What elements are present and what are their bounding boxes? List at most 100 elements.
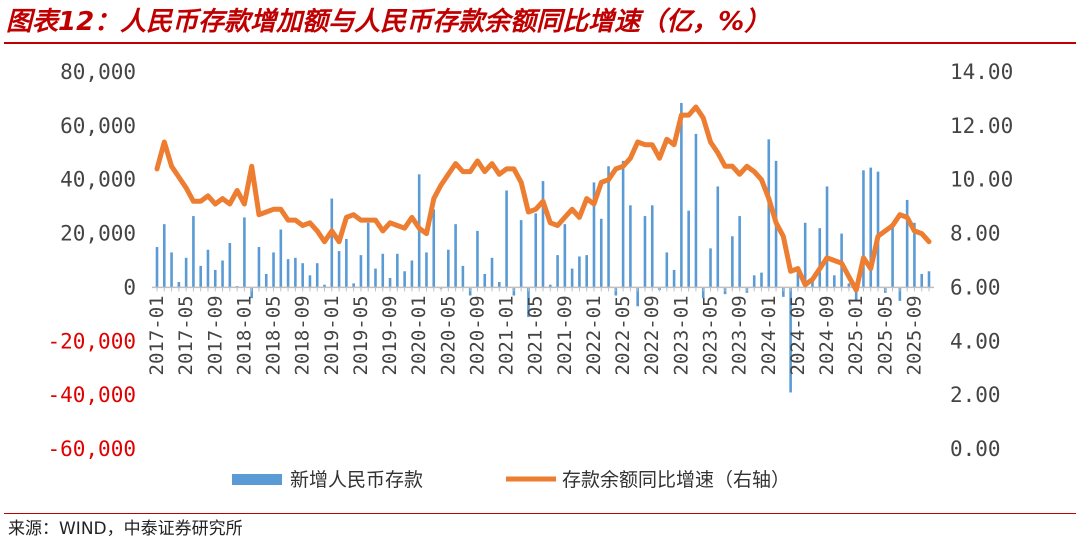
deposit-bar bbox=[665, 252, 669, 288]
deposit-bar bbox=[272, 252, 275, 288]
x-axis-label: 2018-05 bbox=[263, 295, 285, 375]
deposit-bar bbox=[461, 265, 465, 288]
right-axis-tick-label: 8.00 bbox=[950, 222, 1001, 246]
right-axis-tick-label: 6.00 bbox=[950, 275, 1001, 299]
x-axis-label: 2025-01 bbox=[845, 295, 867, 375]
x-axis-label: 2023-09 bbox=[729, 295, 751, 375]
x-axis-label: 2024-09 bbox=[816, 295, 838, 375]
deposit-bar bbox=[563, 224, 567, 288]
deposit-bar bbox=[527, 287, 530, 318]
right-axis-tick-label: 10.00 bbox=[950, 168, 1013, 192]
deposit-bar bbox=[621, 160, 625, 288]
deposit-bar bbox=[498, 282, 501, 288]
deposit-bar bbox=[629, 205, 632, 288]
deposit-bar bbox=[811, 279, 814, 288]
x-axis-label: 2025-05 bbox=[874, 295, 896, 375]
deposit-bar bbox=[862, 170, 865, 288]
x-axis-label: 2021-09 bbox=[554, 295, 576, 375]
legend-bar-label: 新增人民币存款 bbox=[290, 469, 423, 491]
deposit-bar bbox=[155, 247, 159, 288]
deposit-bar bbox=[228, 243, 232, 288]
legend-bar-swatch bbox=[232, 474, 282, 485]
deposit-bar bbox=[854, 287, 858, 301]
deposit-bar bbox=[687, 210, 690, 288]
deposit-bar bbox=[847, 283, 851, 288]
right-axis-tick-label: 4.00 bbox=[950, 329, 1001, 353]
deposit-bar bbox=[323, 284, 326, 288]
deposit-bar bbox=[374, 268, 377, 288]
deposit-bar bbox=[403, 271, 406, 288]
deposit-bar bbox=[789, 287, 792, 393]
right-axis-tick-label: 14.00 bbox=[950, 60, 1013, 84]
deposit-bar bbox=[738, 216, 741, 288]
deposit-bar bbox=[257, 247, 261, 288]
left-axis-tick-label: 40,000 bbox=[60, 168, 136, 192]
left-axis-tick-label: -40,000 bbox=[47, 383, 136, 407]
x-axis-label: 2018-09 bbox=[292, 295, 314, 375]
deposit-bar bbox=[243, 217, 246, 288]
deposit-bar bbox=[366, 222, 370, 288]
deposit-bar bbox=[548, 284, 552, 288]
deposit-bar bbox=[352, 283, 355, 288]
deposit-bar bbox=[672, 269, 676, 288]
x-axis-label: 2020-05 bbox=[437, 295, 459, 375]
deposit-bar bbox=[585, 255, 588, 288]
deposit-bar bbox=[614, 287, 618, 296]
x-axis-label: 2021-01 bbox=[496, 295, 518, 375]
deposit-bar bbox=[286, 259, 290, 288]
deposit-bar bbox=[192, 216, 195, 288]
deposit-bar bbox=[490, 257, 494, 288]
deposit-bar bbox=[578, 256, 581, 288]
deposit-bar bbox=[905, 199, 909, 288]
x-axis-label: 2019-09 bbox=[379, 295, 401, 375]
deposit-bar bbox=[184, 257, 188, 288]
deposit-bar bbox=[833, 275, 836, 288]
x-axis-label: 2022-09 bbox=[641, 295, 663, 375]
deposit-bar bbox=[213, 269, 217, 288]
x-axis-label: 2019-01 bbox=[321, 295, 343, 375]
x-axis-label: 2019-05 bbox=[350, 295, 372, 375]
deposit-bar bbox=[221, 260, 224, 288]
deposit-bar bbox=[294, 257, 297, 288]
left-axis-tick-label: -20,000 bbox=[47, 329, 136, 353]
left-axis-tick-label: 60,000 bbox=[60, 114, 136, 138]
x-axis-ticks bbox=[156, 287, 930, 292]
x-axis-label: 2021-05 bbox=[525, 295, 547, 375]
deposit-bar bbox=[592, 182, 596, 288]
deposit-bar bbox=[505, 190, 508, 288]
deposit-bar bbox=[891, 222, 894, 288]
deposit-bar bbox=[476, 230, 479, 288]
deposit-bar bbox=[643, 216, 647, 288]
deposit-bar bbox=[760, 272, 763, 288]
x-axis-label: 2024-01 bbox=[758, 295, 780, 375]
growth-rate-line bbox=[154, 104, 932, 293]
deposit-bar bbox=[913, 222, 916, 288]
x-axis-labels: 2017-01 2017-05 2017-09 2018-01 2018-05 2018-… bbox=[146, 295, 925, 375]
x-axis-label: 2017-01 bbox=[146, 295, 168, 375]
right-axis-tick-label: 2.00 bbox=[950, 383, 1001, 407]
deposit-bar bbox=[308, 275, 312, 288]
deposit-bar bbox=[731, 236, 734, 288]
deposit-bar bbox=[468, 287, 472, 296]
x-axis-label: 2018-01 bbox=[233, 295, 255, 375]
x-axis-label: 2017-05 bbox=[175, 295, 197, 375]
deposit-bar bbox=[694, 133, 698, 288]
deposit-bar bbox=[876, 171, 880, 288]
left-axis-labels: 80,000 60,000 40,000 20,000 0 -20,000 -40,000 -… bbox=[47, 60, 136, 461]
deposit-bar bbox=[337, 251, 341, 288]
x-axis-label: 2022-05 bbox=[612, 295, 634, 375]
legend-line-label: 存款余额同比增速（右轴） bbox=[562, 469, 790, 491]
deposit-bar bbox=[447, 249, 450, 288]
deposit-bar bbox=[556, 255, 559, 288]
deposit-bar bbox=[250, 287, 253, 299]
deposit-bar bbox=[709, 248, 712, 288]
bar-series bbox=[155, 102, 931, 393]
deposit-bar bbox=[388, 278, 392, 288]
deposit-bar bbox=[425, 252, 428, 288]
deposit-bar bbox=[752, 275, 756, 288]
deposit-bar bbox=[315, 263, 319, 288]
deposit-bar bbox=[782, 287, 785, 297]
x-axis-label: 2022-01 bbox=[583, 295, 605, 375]
deposit-bar bbox=[680, 102, 683, 288]
deposit-bar bbox=[825, 186, 829, 288]
